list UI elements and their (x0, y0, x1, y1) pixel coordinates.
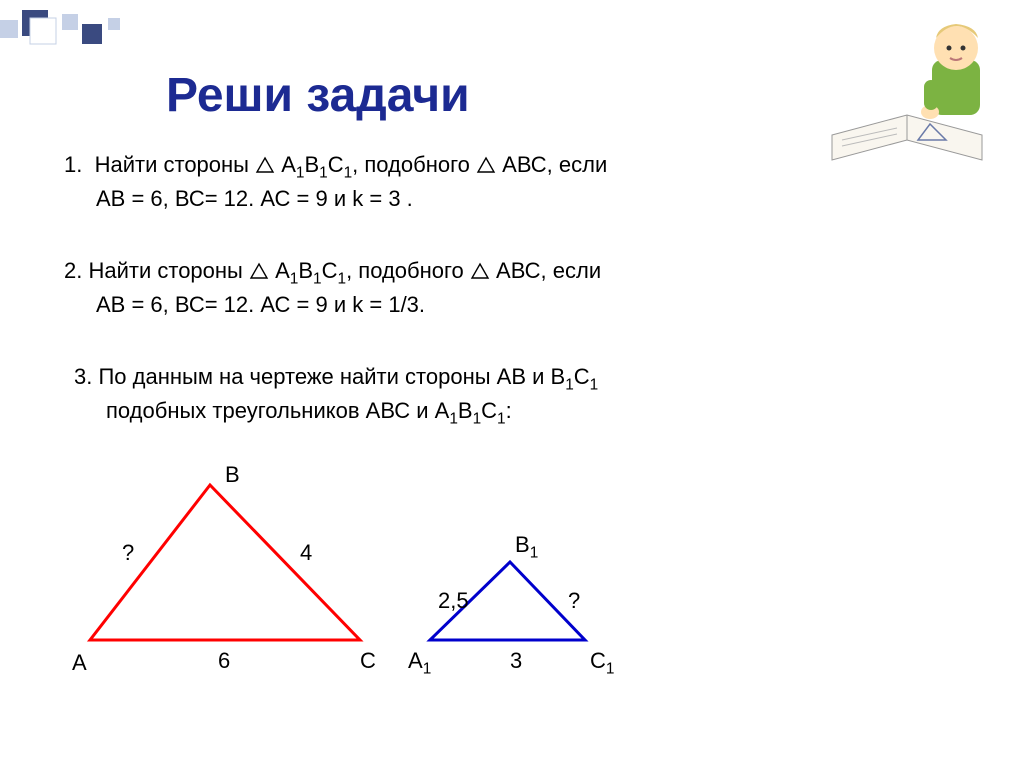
vertex-a: А (72, 650, 87, 676)
problem-1: 1. Найти стороны А1В1С1, подобного АВС, … (64, 150, 784, 214)
page-title: Реши задачи (166, 68, 470, 123)
side-a1b1-label: 2,5 (438, 588, 469, 614)
problem-number: 1. (64, 152, 82, 177)
side-bc-label: 4 (300, 540, 312, 566)
problem-number: 3. (74, 364, 92, 389)
diagram: В А С ? 4 6 В1 А1 С1 2,5 ? 3 (70, 470, 770, 730)
corner-decoration (0, 8, 170, 48)
problem-2: 2. Найти стороны А1В1С1, подобного АВС, … (64, 256, 784, 320)
triangle-icon (470, 258, 490, 288)
vertex-a1: А1 (408, 648, 431, 678)
vertex-c: С (360, 648, 376, 674)
vertex-b1: В1 (515, 532, 538, 562)
problems-list: 1. Найти стороны А1В1С1, подобного АВС, … (64, 150, 784, 472)
vertex-c1: С1 (590, 648, 614, 678)
problem-3: 3. По данным на чертеже найти стороны АВ… (74, 362, 784, 430)
side-ab-label: ? (122, 540, 134, 566)
side-ac-label: 6 (218, 648, 230, 674)
problem-number: 2. (64, 258, 82, 283)
side-a1c1-label: 3 (510, 648, 522, 674)
triangle-icon (476, 152, 496, 182)
triangle-icon (249, 258, 269, 288)
triangle-icon (255, 152, 275, 182)
side-b1c1-label: ? (568, 588, 580, 614)
student-illustration (802, 20, 1012, 180)
vertex-b: В (225, 462, 240, 488)
triangle-abc (70, 470, 380, 670)
